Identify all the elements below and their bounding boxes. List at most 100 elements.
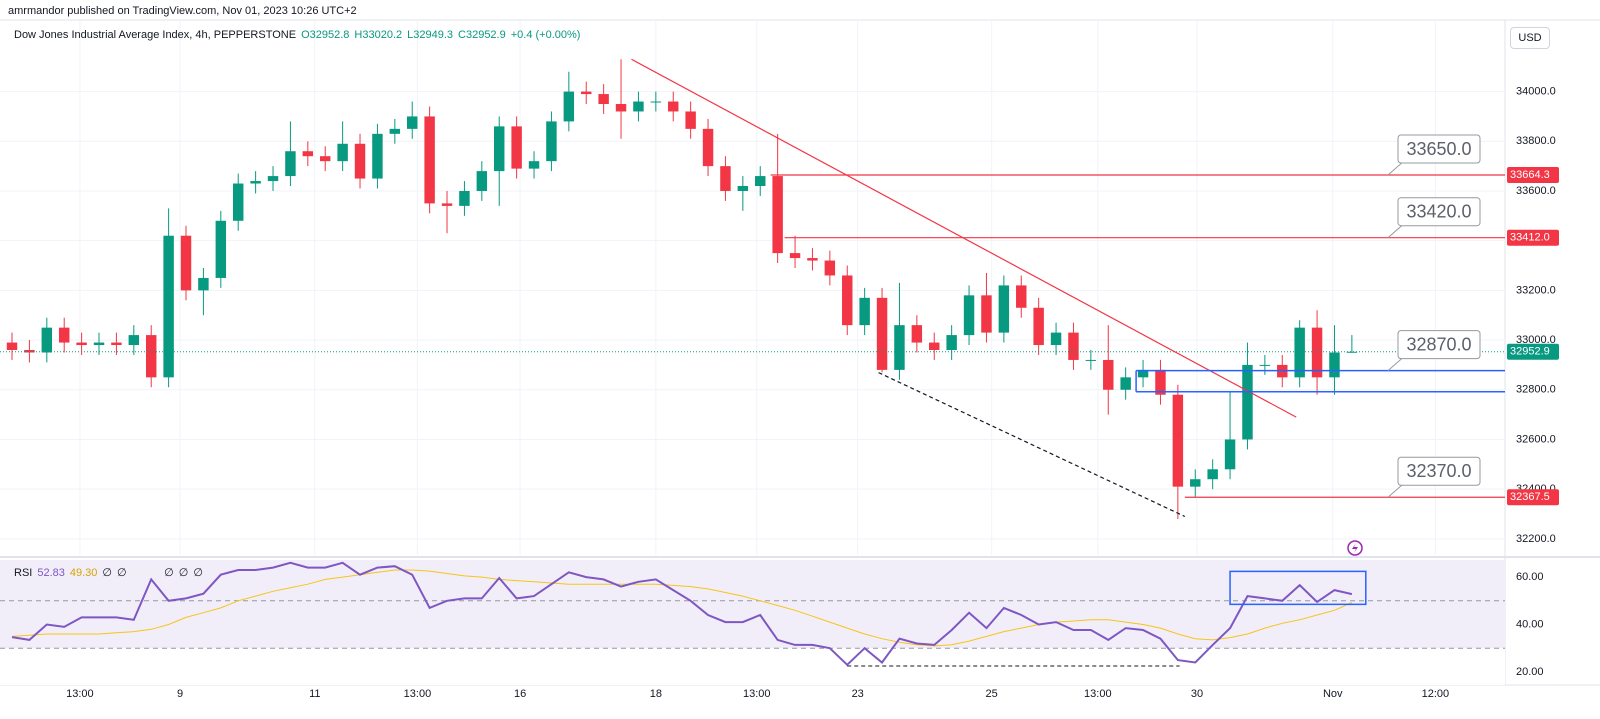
candle-body bbox=[232, 183, 244, 221]
candle-body bbox=[702, 128, 714, 167]
candle-body bbox=[894, 325, 905, 370]
price-tag bbox=[1507, 229, 1559, 246]
candle-body bbox=[1294, 327, 1305, 378]
y-tick-label: 32200.0 bbox=[1516, 533, 1556, 545]
candle-body bbox=[459, 190, 470, 206]
price-tag bbox=[1507, 167, 1559, 184]
candle-body bbox=[963, 295, 975, 336]
rsi-legend-item: ∅ bbox=[102, 567, 112, 579]
candle-body bbox=[1172, 394, 1184, 487]
candle-body bbox=[528, 161, 540, 169]
candle-body bbox=[929, 342, 940, 351]
candle-body bbox=[1137, 369, 1149, 378]
callout-label: 33420.0 bbox=[1406, 201, 1471, 221]
rsi-box bbox=[1229, 570, 1367, 606]
ohlc-change: +0.4 (+0.00%) bbox=[510, 29, 581, 41]
alert-icon bbox=[1347, 540, 1363, 556]
candle-body bbox=[876, 297, 888, 370]
candle-body bbox=[1033, 307, 1044, 346]
rsi-legend-item: 48.48 bbox=[131, 566, 160, 579]
publish-info: amrmandor published on TradingView.com, … bbox=[8, 5, 357, 17]
x-tick-label: 9 bbox=[177, 688, 183, 700]
y-tick-label: 60.00 bbox=[1516, 571, 1544, 583]
candle-body bbox=[337, 143, 348, 162]
candle-body bbox=[389, 128, 401, 134]
rsi-line bbox=[11, 561, 1353, 667]
y-tick-label: 33000.0 bbox=[1516, 334, 1556, 346]
callout-box bbox=[1397, 330, 1481, 360]
candle-body bbox=[58, 327, 70, 343]
rsi-legend-item: ∅ bbox=[193, 567, 203, 579]
rsi-legend-item: ∅ bbox=[117, 567, 127, 579]
candle-body bbox=[563, 91, 575, 122]
candle-body bbox=[789, 253, 801, 259]
candle-body bbox=[1016, 285, 1027, 308]
candle-body bbox=[1085, 359, 1097, 361]
candle-body bbox=[1068, 332, 1079, 360]
currency-button[interactable]: USD bbox=[1510, 27, 1550, 49]
rsi-legend: RSI 52.83 49.30 ∅ ∅ 48.48 ∅ ∅ ∅ bbox=[14, 566, 203, 580]
candle-body bbox=[807, 258, 818, 261]
ohlc-high: H33020.2 bbox=[354, 29, 403, 41]
candle-body bbox=[511, 126, 522, 169]
candle-body bbox=[824, 260, 836, 276]
candle-body bbox=[1346, 351, 1358, 353]
price-callout: 33420.0 bbox=[1387, 197, 1481, 239]
x-tick-label: 11 bbox=[309, 688, 320, 700]
x-tick-label: 25 bbox=[986, 688, 998, 700]
candle-body bbox=[111, 342, 122, 346]
candle-body bbox=[650, 101, 662, 103]
candle-body bbox=[24, 350, 35, 353]
candle-body bbox=[720, 166, 731, 191]
candle-body bbox=[145, 335, 157, 378]
candle-body bbox=[1190, 479, 1201, 487]
candle-body bbox=[1155, 369, 1166, 395]
candle-body bbox=[772, 176, 783, 254]
candle-body bbox=[41, 327, 53, 353]
candle-body bbox=[842, 275, 853, 326]
candle-body bbox=[1311, 327, 1323, 378]
rsi-legend-item: ∅ bbox=[178, 567, 189, 579]
price-tag-label: 32367.5 bbox=[1510, 491, 1550, 503]
rsi-ma-value: 49.30 bbox=[69, 566, 98, 579]
candle-body bbox=[1120, 377, 1131, 390]
x-tick-label: 13:00 bbox=[404, 688, 432, 700]
y-tick-label: 40.00 bbox=[1516, 618, 1544, 630]
y-tick-label: 33200.0 bbox=[1516, 284, 1556, 296]
callout-label: 32370.0 bbox=[1406, 461, 1471, 481]
x-tick-label: 30 bbox=[1191, 688, 1203, 700]
x-tick-label: 13:00 bbox=[743, 688, 771, 700]
candle-body bbox=[1103, 359, 1114, 390]
price-callout: 32370.0 bbox=[1387, 456, 1481, 498]
candle-body bbox=[859, 297, 870, 326]
candle-body bbox=[1242, 364, 1253, 440]
candle-body bbox=[685, 111, 696, 129]
candle-body bbox=[1207, 469, 1218, 480]
candle-body bbox=[476, 171, 488, 191]
candle-body bbox=[267, 176, 279, 182]
rsi-value: 52.83 bbox=[37, 566, 65, 579]
publish-text: amrmandor published on TradingView.com, … bbox=[8, 5, 357, 17]
ohlc-close: C32952.9 bbox=[458, 29, 506, 41]
y-tick-label: 32800.0 bbox=[1516, 384, 1556, 396]
x-tick-label: 13:00 bbox=[66, 688, 94, 700]
ohlc-low: L32949.3 bbox=[407, 29, 454, 41]
candle-body bbox=[354, 143, 366, 179]
x-tick-label: 12:00 bbox=[1422, 688, 1450, 700]
candle-body bbox=[6, 342, 18, 351]
y-tick-label: 33600.0 bbox=[1516, 185, 1556, 197]
candle-body bbox=[441, 203, 453, 206]
candle-body bbox=[581, 91, 592, 95]
symbol-legend: Dow Jones Industrial Average Index, 4h, … bbox=[14, 29, 580, 41]
candle-body bbox=[198, 277, 209, 291]
y-tick-label: 32600.0 bbox=[1516, 433, 1556, 445]
candle-body bbox=[302, 151, 314, 157]
candle-body bbox=[946, 335, 957, 351]
zone-callout: 32870.0 bbox=[1387, 330, 1481, 372]
candle-body bbox=[93, 342, 105, 346]
ohlc-open: O32952.8 bbox=[301, 29, 350, 41]
price-callout: 33650.0 bbox=[1387, 134, 1481, 176]
callout-box bbox=[1397, 197, 1481, 227]
candle-body bbox=[737, 186, 749, 191]
